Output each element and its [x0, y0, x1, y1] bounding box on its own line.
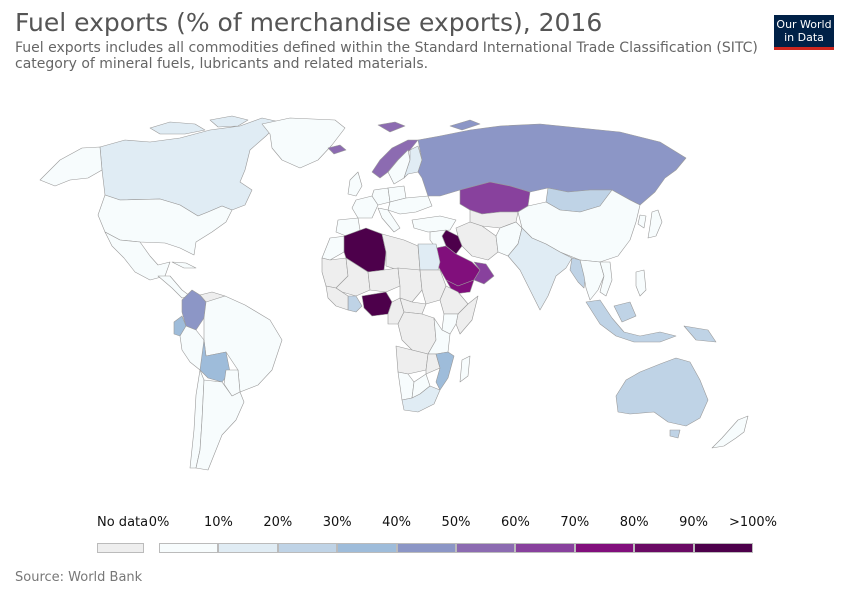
- country-canada[interactable]: [209, 115, 249, 128]
- country-japan[interactable]: [637, 214, 647, 229]
- country-south-africa[interactable]: [401, 385, 441, 413]
- country-vietnam[interactable]: [599, 261, 613, 297]
- country-norway[interactable]: [371, 139, 419, 179]
- country-germany[interactable]: [371, 187, 391, 206]
- legend-bin[interactable]: [159, 543, 219, 553]
- legend-bin[interactable]: [456, 543, 516, 553]
- country-new-zealand[interactable]: [711, 415, 749, 449]
- legend-bin[interactable]: [277, 543, 338, 553]
- legend-tick-label: 90%: [679, 515, 709, 530]
- country-namibia[interactable]: [397, 371, 415, 401]
- country-finland[interactable]: [403, 145, 423, 179]
- country-australia[interactable]: [669, 429, 681, 439]
- country-kenya[interactable]: [441, 313, 459, 335]
- legend-bin[interactable]: [634, 543, 694, 553]
- chart-title: Fuel exports (% of merchandise exports),…: [15, 8, 603, 37]
- country-india[interactable]: [507, 227, 573, 311]
- legend-bin[interactable]: [515, 543, 575, 553]
- country-japan[interactable]: [647, 209, 663, 239]
- legend-no-data-swatch[interactable]: [97, 543, 144, 553]
- country-libya[interactable]: [381, 233, 421, 273]
- country-madagascar[interactable]: [459, 355, 471, 383]
- country-zambia[interactable]: [425, 353, 441, 375]
- legend-bin[interactable]: [693, 543, 753, 553]
- country-italy[interactable]: [377, 207, 401, 233]
- country-oman[interactable]: [473, 261, 495, 285]
- legend-tick-label: 20%: [263, 515, 293, 530]
- country-central-african-republic[interactable]: [399, 297, 427, 315]
- country-indonesia[interactable]: [683, 325, 717, 343]
- country-mexico[interactable]: [157, 275, 191, 299]
- legend-tick-label: 60%: [500, 515, 530, 530]
- country-russia[interactable]: [449, 119, 481, 131]
- legend-no-data-label: No data: [97, 515, 149, 530]
- country-australia[interactable]: [615, 357, 709, 427]
- chart-subtitle: Fuel exports includes all commodities de…: [15, 40, 758, 72]
- our-world-in-data-logo[interactable]: Our World in Data: [774, 15, 834, 50]
- country-ukraine[interactable]: [387, 195, 433, 215]
- legend-bin[interactable]: [337, 543, 397, 553]
- legend-tick-label: 30%: [322, 515, 352, 530]
- country-indonesia[interactable]: [613, 301, 637, 323]
- country-niger[interactable]: [367, 267, 401, 293]
- logo-line-1: Our World: [776, 18, 832, 31]
- country-vietnam[interactable]: [635, 269, 647, 297]
- country-indonesia[interactable]: [585, 299, 677, 343]
- country-argentina[interactable]: [195, 379, 245, 471]
- country-norway[interactable]: [377, 121, 406, 133]
- country-iran[interactable]: [455, 221, 499, 261]
- legend-bin[interactable]: [218, 543, 278, 553]
- logo-line-2: in Data: [784, 31, 824, 44]
- country-united-states[interactable]: [39, 146, 103, 187]
- legend-tick-label: 10%: [203, 515, 233, 530]
- legend-bin[interactable]: [574, 543, 635, 553]
- country-norway[interactable]: [327, 144, 347, 155]
- legend-tick-label: 50%: [441, 515, 471, 530]
- country-egypt[interactable]: [417, 243, 441, 271]
- country-mozambique[interactable]: [435, 351, 455, 391]
- country-morocco[interactable]: [321, 235, 347, 261]
- country-mexico[interactable]: [104, 231, 171, 281]
- legend-tick-label: 0%: [148, 515, 170, 530]
- legend-tick-label: 70%: [560, 515, 590, 530]
- country-nigeria[interactable]: [361, 291, 393, 317]
- country-united-kingdom[interactable]: [347, 171, 363, 197]
- legend-tick-label: 40%: [382, 515, 412, 530]
- legend-bin[interactable]: [396, 543, 456, 553]
- legend-tick-label: >100%: [728, 515, 778, 530]
- source-note: Source: World Bank: [15, 570, 143, 585]
- country-chad[interactable]: [397, 267, 423, 303]
- legend-tick-label: 80%: [619, 515, 649, 530]
- country-ghana[interactable]: [347, 295, 363, 313]
- country-mali[interactable]: [325, 285, 349, 311]
- country-greenland[interactable]: [261, 117, 346, 169]
- country-mexico[interactable]: [171, 261, 197, 269]
- world-map[interactable]: [0, 90, 850, 510]
- country-canada[interactable]: [149, 121, 206, 135]
- country-turkey[interactable]: [411, 215, 457, 233]
